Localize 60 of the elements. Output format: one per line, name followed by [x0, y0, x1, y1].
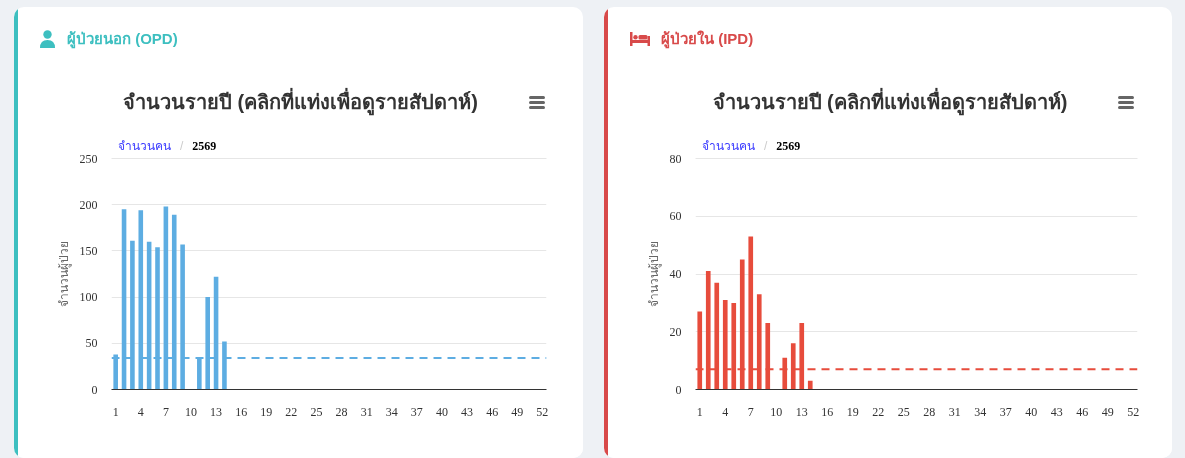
x-tick-label: 28	[923, 404, 936, 419]
x-tick-label: 40	[435, 404, 448, 419]
x-tick-label: 31	[360, 404, 373, 419]
x-tick-label: 46	[486, 404, 499, 419]
x-tick-label: 25	[310, 404, 323, 419]
y-tick-label: 0	[91, 382, 98, 397]
x-tick-label: 19	[260, 404, 273, 419]
text: /	[180, 139, 184, 153]
x-tick-label: 52	[536, 404, 549, 419]
text: จำนวนคน	[118, 139, 171, 153]
x-tick-label: 4	[137, 404, 144, 419]
x-tick-label: 25	[897, 404, 910, 419]
y-axis-title: จำนวนผู้ป่วย	[646, 241, 662, 307]
text: 2569	[192, 139, 217, 153]
x-tick-label: 34	[974, 404, 987, 419]
x-tick-label: 34	[385, 404, 398, 419]
x-tick-label: 49	[1101, 404, 1114, 419]
y-tick-label: 100	[79, 290, 98, 305]
x-tick-label: 10	[184, 404, 197, 419]
bar	[807, 380, 813, 390]
x-tick-label: 1	[112, 404, 119, 419]
x-tick-label: 4	[722, 404, 729, 419]
x-tick-label: 28	[335, 404, 348, 419]
text: จำนวนคน	[702, 139, 755, 153]
x-tick-label: 16	[821, 404, 834, 419]
chart-title: ผู้ป่วยใน (IPD)	[661, 29, 754, 51]
x-tick-label: 49	[511, 404, 524, 419]
x-tick-label: 19	[846, 404, 859, 419]
y-tick-label: 50	[85, 336, 98, 351]
chart-subtitle: จำนวนรายปี (คลิกที่แท่งเพื่อดูรายสัปดาห์)	[122, 90, 479, 114]
y-tick-label: 150	[79, 243, 98, 258]
y-tick-label: 250	[79, 151, 98, 166]
text: 2569	[776, 139, 801, 153]
chart-subtitle: จำนวนรายปี (คลิกที่แท่งเพื่อดูรายสัปดาห์)	[711, 90, 1069, 114]
y-tick-label: 40	[669, 267, 682, 281]
x-tick-label: 10	[770, 404, 783, 419]
chart-title: ผู้ป่วยนอก (OPD)	[67, 29, 178, 51]
x-tick-label: 22	[285, 404, 298, 419]
y-tick-label: 60	[669, 209, 682, 224]
x-tick-label: 43	[461, 404, 474, 419]
y-axis-title: จำนวนผู้ป่วย	[56, 241, 72, 307]
x-tick-label: 22	[872, 404, 885, 419]
x-tick-label: 1	[696, 404, 703, 419]
x-tick-label: 31	[948, 404, 961, 419]
x-tick-label: 43	[1050, 404, 1063, 419]
x-tick-label: 37	[410, 404, 423, 419]
x-tick-label: 52	[1127, 404, 1140, 419]
x-tick-label: 13	[210, 404, 223, 419]
x-tick-label: 7	[747, 404, 754, 419]
y-tick-label: 80	[669, 151, 682, 166]
x-tick-label: 46	[1076, 404, 1089, 419]
text: /	[764, 139, 768, 153]
y-tick-label: 200	[79, 197, 98, 212]
y-tick-label: 20	[669, 324, 682, 339]
y-tick-label: 0	[675, 382, 682, 397]
x-tick-label: 40	[1025, 404, 1038, 419]
x-tick-label: 16	[235, 404, 248, 419]
x-tick-label: 7	[162, 404, 169, 419]
x-tick-label: 37	[999, 404, 1012, 419]
x-tick-label: 13	[795, 404, 808, 419]
